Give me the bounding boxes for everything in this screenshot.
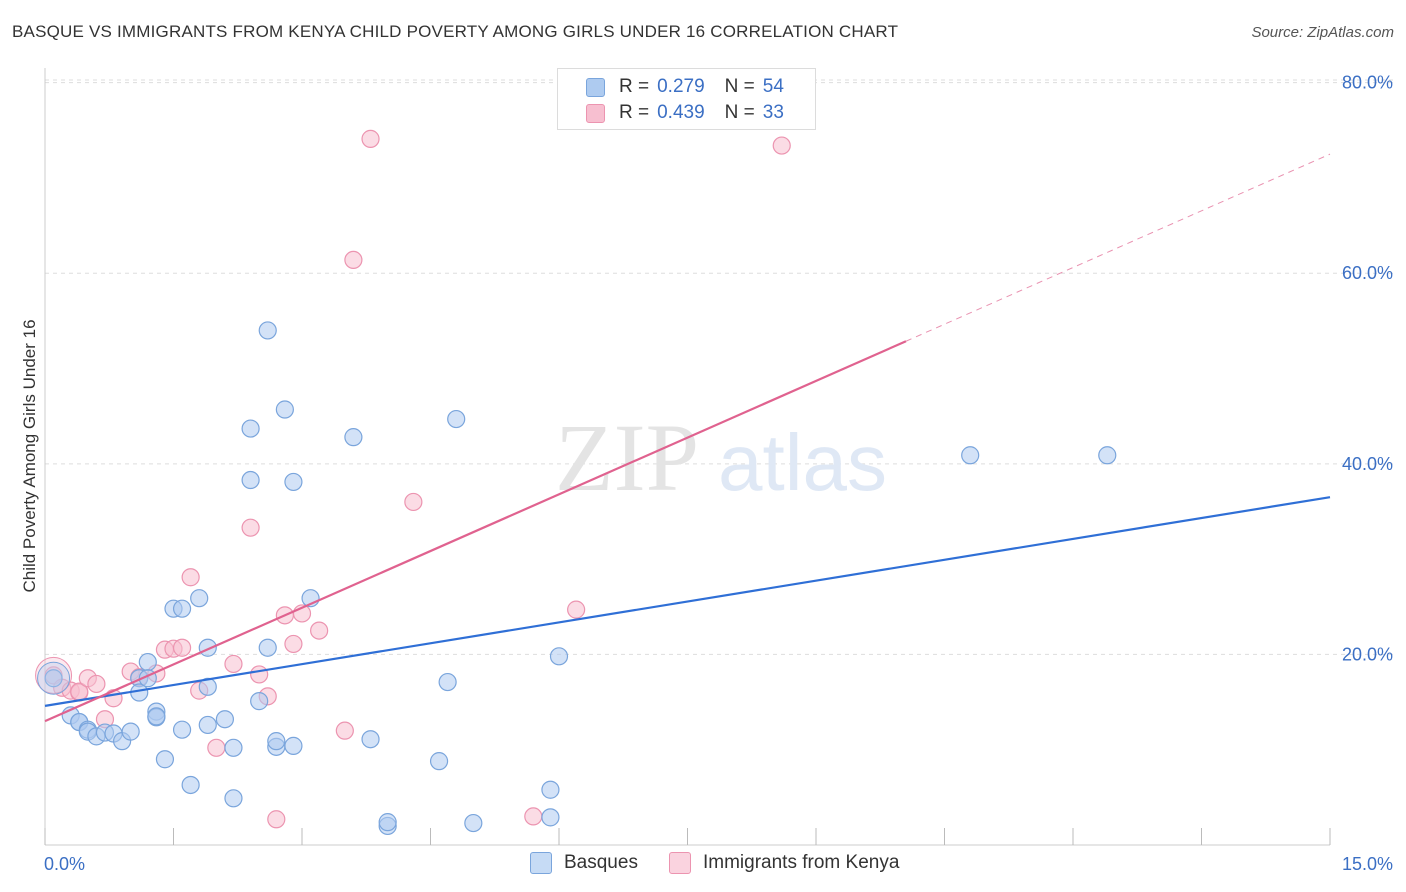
chart-title: BASQUE VS IMMIGRANTS FROM KENYA CHILD PO… — [12, 22, 899, 41]
correlation-legend: R = 0.279 N = 54 R = 0.439 N = 33 — [557, 68, 816, 130]
basques-trend-line — [44, 496, 1331, 707]
legend-swatch-kenya — [586, 103, 605, 123]
basques-point — [361, 730, 380, 749]
basques-point — [250, 692, 269, 711]
basques-point — [284, 472, 303, 492]
kenya-point — [250, 665, 269, 684]
kenya-point — [404, 492, 423, 512]
kenya-point — [241, 518, 260, 537]
kenya-point — [87, 674, 106, 694]
watermark: ZIP atlas — [555, 404, 887, 511]
legend-r-value: 0.439 — [657, 102, 705, 123]
basques-point — [241, 470, 260, 490]
legend-r-label: R = — [619, 76, 650, 97]
kenya-point — [224, 654, 243, 674]
legend-r-value: 0.279 — [657, 76, 705, 97]
legend-n-label: N = — [724, 76, 755, 97]
basques-point — [541, 780, 560, 799]
basques-point — [464, 813, 483, 833]
basques-point — [44, 669, 63, 688]
legend-swatch-basques — [586, 77, 605, 97]
kenya-trend-line — [44, 340, 907, 723]
legend-item-basques[interactable]: Basques — [530, 852, 638, 874]
basques-point — [258, 321, 277, 340]
kenya-point — [267, 810, 286, 829]
legend-r-label: R = — [619, 102, 650, 123]
basques-cluster-point — [37, 661, 71, 695]
trend-lines — [44, 153, 1331, 723]
kenya-point — [335, 721, 354, 740]
legend-row-basques: R = 0.279 N = 54 — [586, 74, 784, 100]
kenya-point — [524, 807, 543, 826]
basques-point — [172, 599, 192, 618]
basques-point — [284, 736, 303, 755]
basques-point — [267, 732, 286, 751]
y-tick-label: 60.0% — [1342, 263, 1393, 283]
legend-swatch-basques — [530, 852, 552, 874]
watermark-zip: ZIP — [555, 404, 699, 511]
basques-point — [378, 813, 397, 832]
basques-point — [1098, 446, 1117, 465]
basques-point — [961, 446, 980, 465]
y-tick-label: 40.0% — [1342, 454, 1393, 474]
basques-point — [147, 707, 166, 726]
basques-point — [549, 647, 569, 666]
legend-swatch-kenya — [669, 852, 691, 874]
kenya-point — [361, 129, 380, 148]
kenya-trend-extension — [905, 153, 1331, 342]
kenya-point — [104, 689, 123, 708]
grid-lines — [45, 79, 1395, 655]
y-tick-label: 20.0% — [1342, 644, 1393, 664]
kenya-point — [207, 738, 226, 757]
x-tick-label: 15.0% — [1342, 854, 1393, 874]
basques-point — [275, 400, 294, 419]
kenya-point — [772, 136, 791, 155]
basques-point — [438, 672, 457, 692]
x-tick-label: 0.0% — [44, 854, 85, 874]
series-basques-points — [37, 321, 1117, 836]
kenya-point — [344, 250, 363, 270]
kenya-point — [181, 568, 200, 587]
basques-point — [121, 722, 140, 741]
series-kenya-points — [35, 129, 791, 829]
legend-label-basques: Basques — [564, 852, 638, 873]
basques-point — [198, 715, 217, 735]
basques-point — [198, 677, 217, 696]
basques-point — [429, 752, 449, 771]
legend-row-kenya: R = 0.439 N = 33 — [586, 100, 784, 126]
legend-item-kenya[interactable]: Immigrants from Kenya — [669, 852, 899, 874]
kenya-point — [172, 638, 192, 657]
kenya-point — [284, 634, 303, 654]
basques-point — [181, 775, 200, 795]
basques-point — [344, 428, 363, 447]
legend-n-value: 33 — [762, 102, 784, 123]
series-legend: Basques Immigrants from Kenya — [0, 850, 1406, 880]
kenya-point — [310, 621, 329, 640]
basques-point — [541, 808, 560, 827]
basques-point — [258, 638, 277, 657]
legend-label-kenya: Immigrants from Kenya — [703, 852, 900, 873]
legend-n-value: 54 — [762, 76, 784, 97]
basques-point — [190, 589, 209, 608]
basques-point — [224, 738, 243, 757]
watermark-atlas: atlas — [718, 418, 887, 507]
basques-point — [155, 750, 175, 769]
basques-point — [447, 409, 466, 429]
basques-point — [224, 789, 243, 808]
tick-labels: 20.0% 40.0% 60.0% 80.0% 0.0% 15.0% — [44, 73, 1393, 874]
basques-point — [215, 710, 234, 729]
basques-point — [172, 720, 192, 739]
legend-n-label: N = — [724, 102, 755, 123]
axes — [44, 68, 1331, 846]
basques-point — [241, 419, 260, 438]
kenya-point — [567, 600, 586, 619]
basques-point — [138, 652, 157, 672]
y-tick-label: 80.0% — [1342, 73, 1393, 93]
chart-source: Source: ZipAtlas.com — [1251, 24, 1394, 41]
